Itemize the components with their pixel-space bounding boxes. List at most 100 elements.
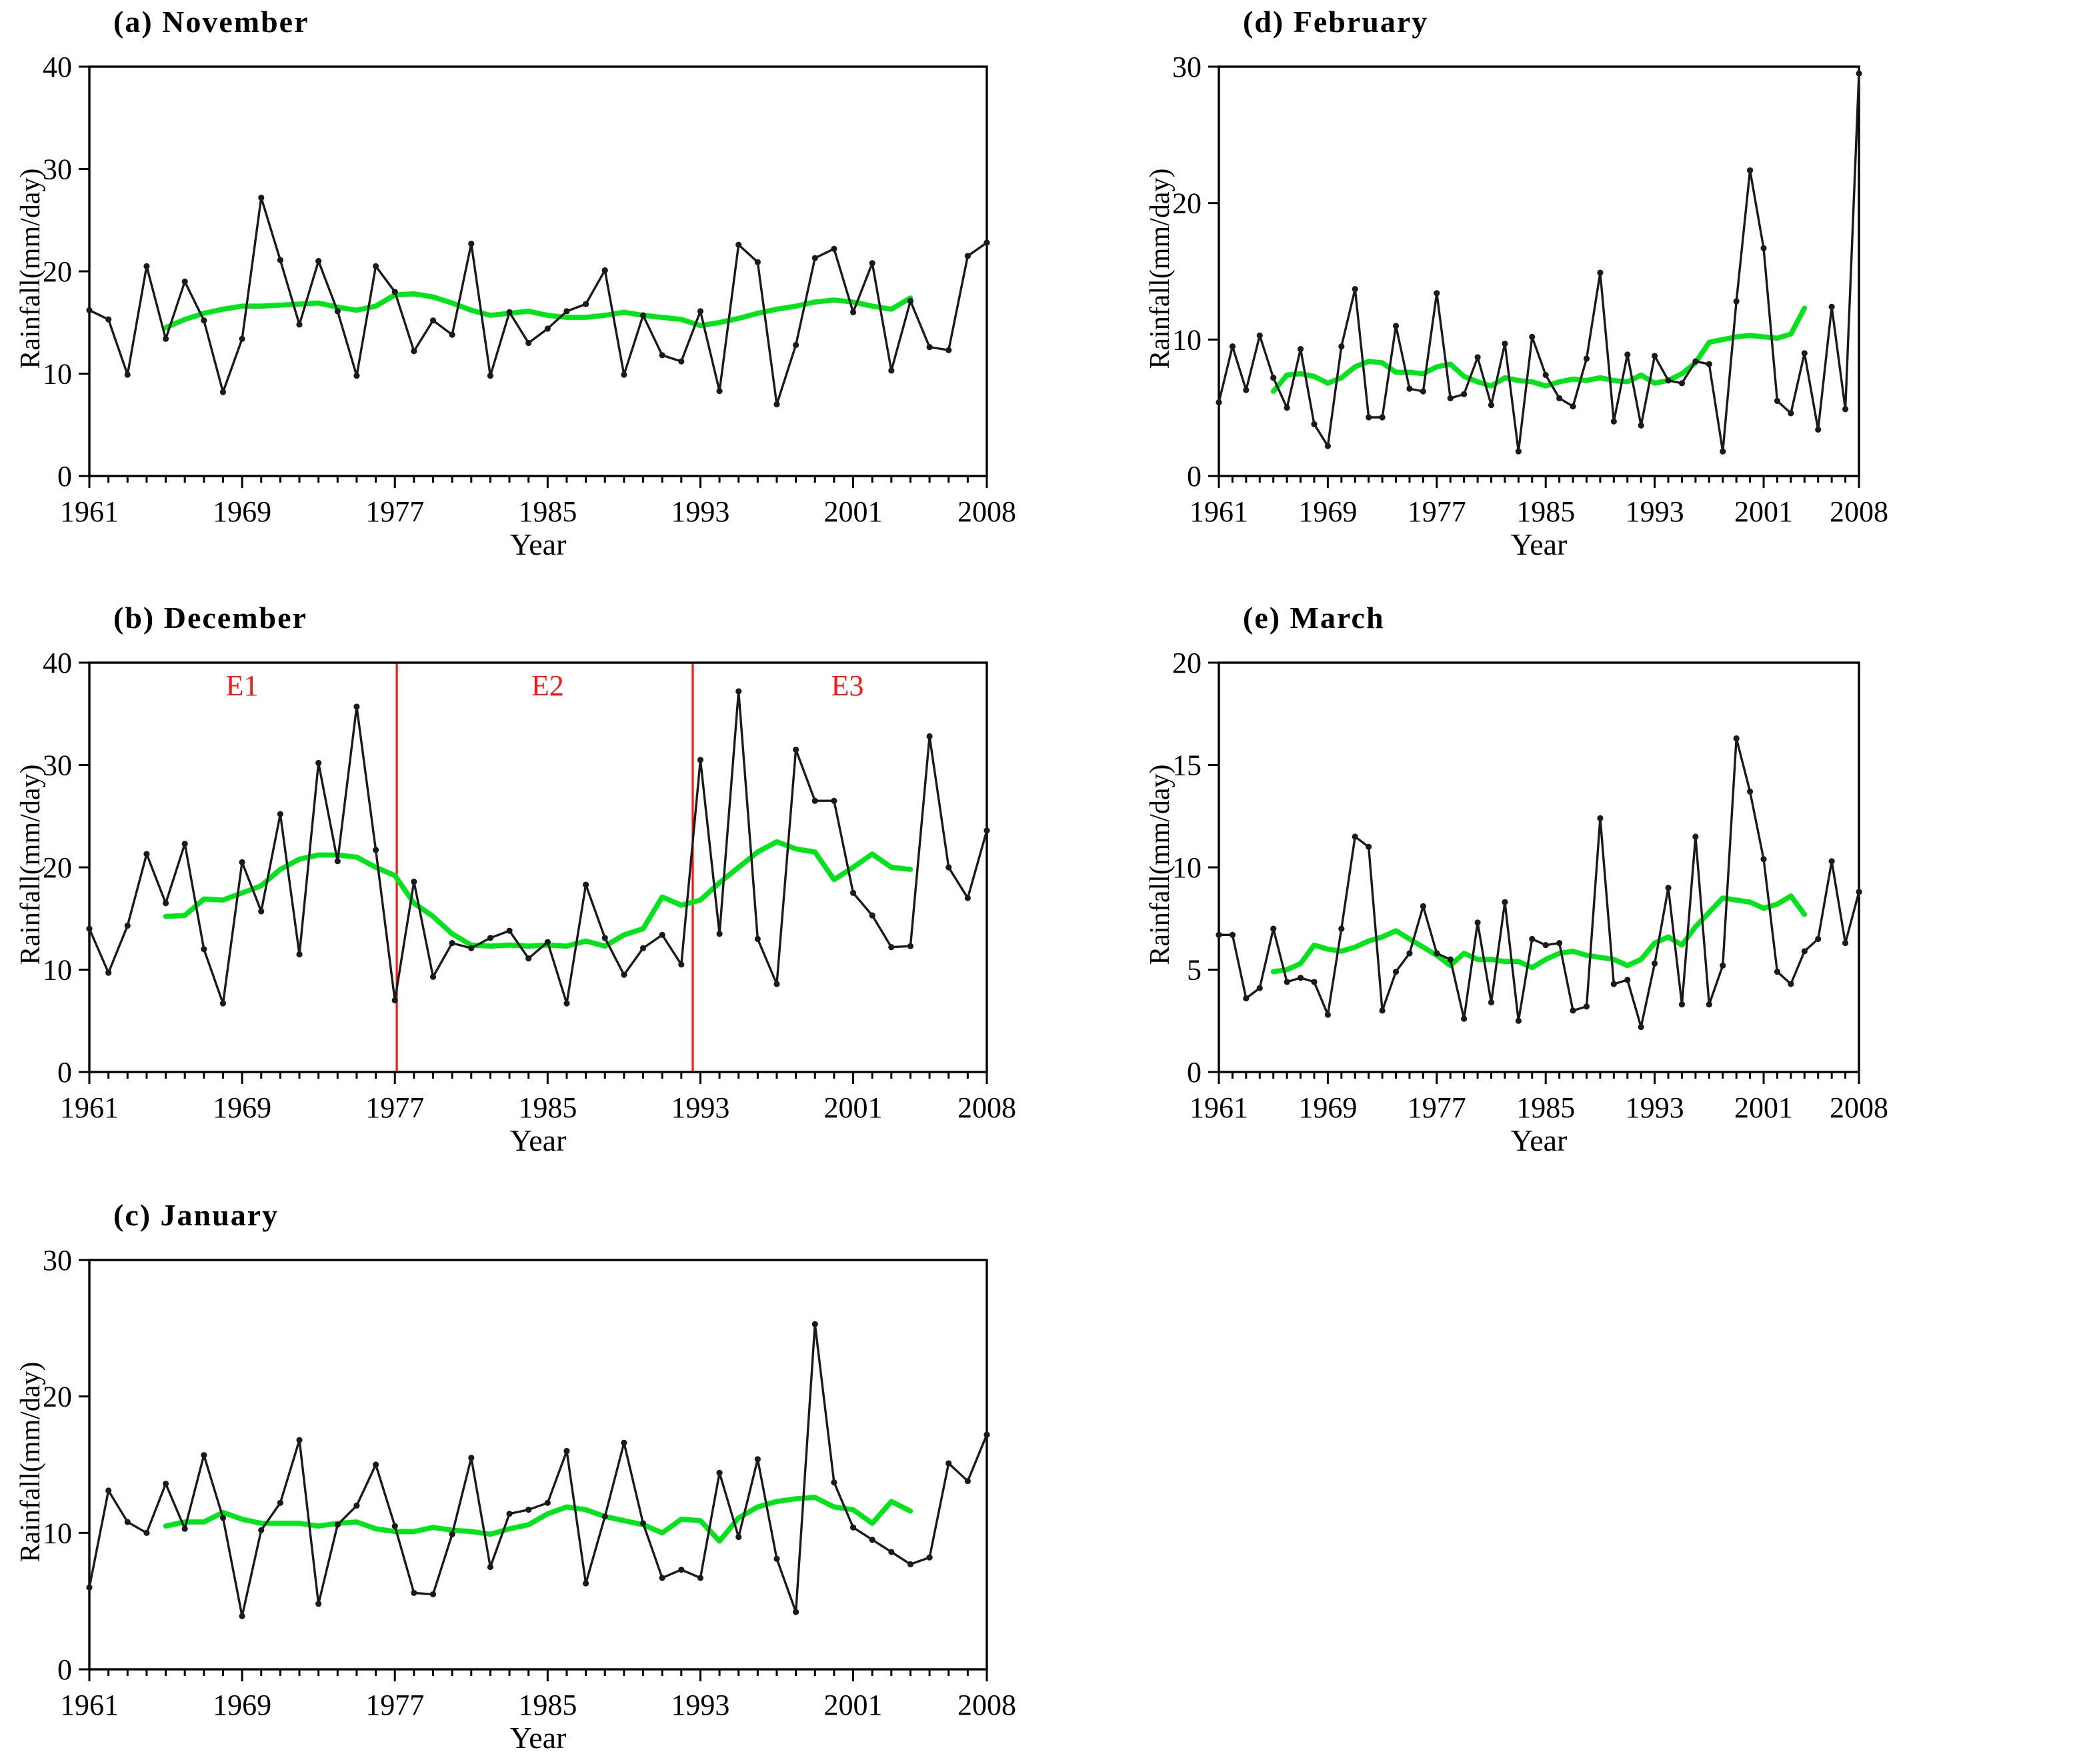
x-tick-label: 2001: [824, 1091, 883, 1124]
data-point: [697, 757, 704, 763]
data-point: [391, 1523, 398, 1529]
x-axis-label: Year: [509, 527, 567, 561]
data-point: [1788, 410, 1794, 417]
data-point: [1270, 375, 1277, 381]
y-tick-label: 40: [43, 647, 72, 679]
data-point: [1447, 395, 1454, 401]
data-point: [296, 1437, 303, 1443]
data-point: [1420, 903, 1426, 909]
data-point: [449, 1531, 455, 1537]
data-point: [391, 289, 398, 295]
data-point: [1392, 968, 1400, 975]
data-point: [869, 260, 875, 267]
epoch-label-e3: E3: [831, 669, 863, 702]
data-point: [811, 1321, 818, 1327]
y-tick-label: 10: [43, 1517, 72, 1549]
data-point: [487, 1563, 494, 1571]
data-point: [411, 878, 417, 885]
data-point: [1556, 939, 1563, 947]
data-point: [1488, 401, 1495, 409]
data-point: [1746, 788, 1754, 795]
data-point: [793, 1609, 799, 1615]
x-tick-label: 1985: [1516, 495, 1575, 528]
data-point: [831, 245, 837, 252]
data-point: [1324, 443, 1332, 449]
data-point: [411, 1589, 417, 1596]
data-point: [1801, 350, 1808, 357]
data-point: [219, 1000, 227, 1007]
data-point: [1434, 950, 1440, 957]
data-point: [449, 331, 455, 338]
data-point: [1392, 323, 1400, 329]
y-tick-label: 20: [43, 851, 72, 884]
data-point: [1815, 426, 1822, 433]
data-point: [506, 1511, 513, 1517]
data-point: [353, 372, 360, 379]
data-point: [1665, 377, 1672, 384]
data-point: [1542, 371, 1549, 379]
data-point: [1828, 303, 1835, 310]
data-point: [544, 325, 551, 332]
axis-box: [88, 1259, 988, 1671]
data-point: [1842, 939, 1849, 947]
panel-title-december: (b) December: [113, 601, 307, 635]
data-point: [1284, 405, 1290, 411]
x-tick-label: 1993: [1626, 495, 1684, 528]
x-tick-label: 1969: [213, 1689, 271, 1721]
x-tick-label: 1961: [60, 495, 119, 528]
y-tick-label: 30: [43, 153, 72, 186]
data-point: [334, 1521, 341, 1528]
data-point: [181, 1525, 188, 1532]
x-tick-label: 2008: [1830, 495, 1888, 528]
data-point: [1297, 975, 1304, 981]
data-point: [945, 864, 952, 871]
y-tick-label: 30: [1172, 51, 1202, 83]
y-tick-label: 10: [43, 954, 72, 987]
x-tick-label: 2001: [824, 495, 883, 528]
running-mean-line: [163, 291, 913, 331]
y-tick-label: 15: [1172, 749, 1202, 782]
data-point: [659, 931, 665, 938]
data-point: [1474, 919, 1481, 926]
data-point: [1488, 999, 1495, 1006]
data-point: [1406, 385, 1413, 392]
data-point: [773, 1555, 780, 1562]
data-point: [964, 895, 971, 901]
data-point: [1529, 333, 1536, 340]
data-point: [1311, 421, 1318, 427]
data-point: [639, 1520, 647, 1527]
x-tick-label: 1993: [671, 495, 729, 528]
data-point: [1447, 956, 1454, 963]
data-point: [1434, 290, 1440, 297]
x-tick-label: 1977: [1408, 495, 1466, 528]
y-tick-label: 10: [43, 358, 72, 391]
y-tick-label: 30: [43, 749, 72, 782]
data-point: [907, 297, 914, 305]
data-point: [1720, 448, 1726, 455]
data-point: [258, 908, 265, 915]
x-tick-label: 2008: [957, 495, 1016, 528]
data-point: [239, 1613, 245, 1619]
data-point: [754, 1456, 761, 1463]
data-point: [1284, 979, 1290, 985]
x-tick-label: 1977: [365, 1689, 424, 1721]
axis-box: [1218, 65, 1860, 477]
data-point: [888, 367, 895, 374]
x-tick-label: 1969: [213, 1091, 271, 1124]
data-point: [1256, 332, 1263, 339]
data-point: [601, 1513, 608, 1520]
data-point: [544, 939, 551, 945]
x-tick-label: 2001: [1734, 495, 1793, 528]
data-point: [1746, 167, 1754, 174]
data-point: [372, 263, 379, 269]
y-tick-label: 0: [1187, 460, 1202, 493]
data-point: [124, 371, 131, 378]
data-point: [201, 317, 207, 324]
data-point: [124, 922, 131, 929]
data-point: [1856, 889, 1862, 895]
epoch-label-e1: E1: [226, 669, 259, 702]
data-point: [1338, 343, 1345, 350]
data-point: [1638, 422, 1644, 429]
data-point: [1774, 397, 1781, 405]
